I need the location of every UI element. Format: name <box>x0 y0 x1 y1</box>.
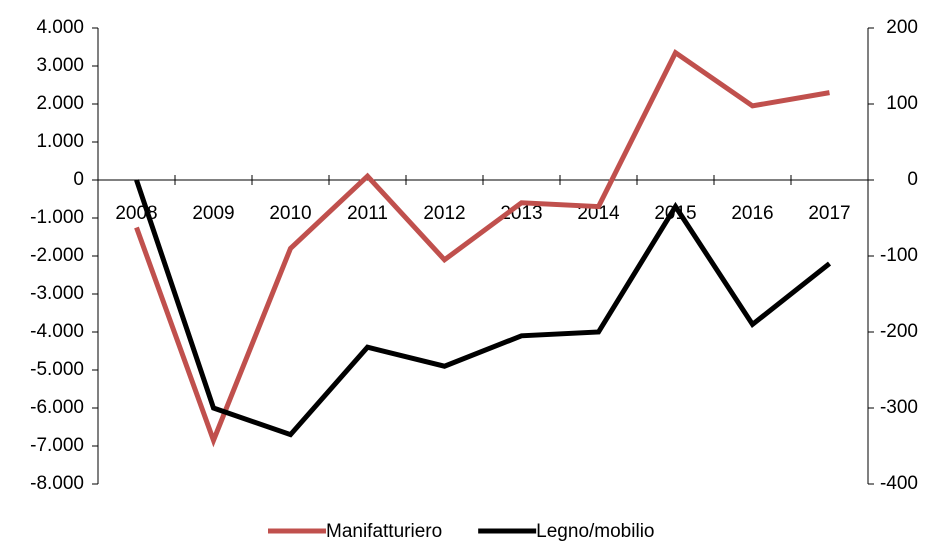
y2-tick-label: -100 <box>880 245 918 266</box>
series-line <box>134 179 832 438</box>
legend-label: Legno/mobilio <box>536 521 654 542</box>
x-tick-label: 2017 <box>808 203 850 224</box>
y-tick-label: -1.000 <box>30 207 84 228</box>
y-tick-label: -4.000 <box>30 321 84 342</box>
y-tick-label: 1.000 <box>36 131 84 152</box>
x-tick-label: 2016 <box>731 203 773 224</box>
y-tick-label: 3.000 <box>36 55 84 76</box>
x-tick-label: 2012 <box>423 203 465 224</box>
x-tick-label: 2010 <box>269 203 311 224</box>
y2-tick-label: -200 <box>880 321 918 342</box>
y2-tick-label: 0 <box>907 169 918 190</box>
y-tick-label: 4.000 <box>36 17 84 38</box>
y2-tick-label: 100 <box>886 93 918 114</box>
y-tick-label: -3.000 <box>30 283 84 304</box>
y2-tick-label: 200 <box>886 17 918 38</box>
y-tick-label: -8.000 <box>30 473 84 494</box>
legend-label: Manifatturiero <box>326 521 442 542</box>
y-tick-label: -7.000 <box>30 435 84 456</box>
y-tick-label: 0 <box>73 169 84 190</box>
x-tick-label: 2009 <box>192 203 234 224</box>
y-tick-label: -6.000 <box>30 397 84 418</box>
y-tick-label: 2.000 <box>36 93 84 114</box>
x-tick-label: 2011 <box>347 203 388 224</box>
y-tick-label: -5.000 <box>30 359 84 380</box>
y2-tick-label: -400 <box>880 473 918 494</box>
series-line <box>134 49 830 448</box>
y-tick-label: -2.000 <box>30 245 84 266</box>
y2-tick-label: -300 <box>880 397 918 418</box>
